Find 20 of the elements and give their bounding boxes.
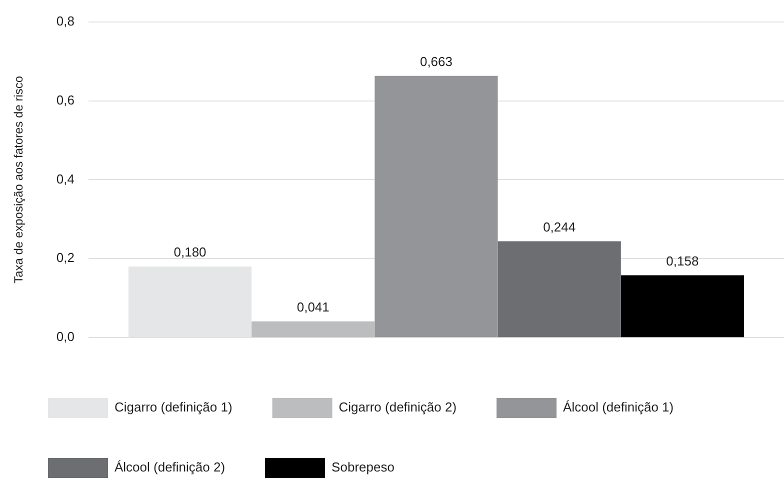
data-label: 0,180 [174,244,206,260]
data-label: 0,244 [543,219,576,234]
y-tick-label: 0,6 [56,92,74,108]
bar [620,275,744,338]
y-tick-label: 0,2 [56,250,74,266]
legend-label: Álcool (definição 1) [563,400,674,415]
legend-label: Cigarro (definição 2) [338,400,457,415]
y-tick-label: 0,4 [56,171,74,186]
bar [374,76,498,338]
data-label: 0,663 [420,54,453,69]
y-axis-title: Taxa de exposição aos fatores de risco [12,76,26,284]
legend-label: Cigarro (definição 1) [114,400,232,415]
data-label: 0,041 [296,299,330,314]
bar [498,241,621,338]
y-tick-label: 0,0 [56,329,74,344]
data-label: 0,158 [666,253,699,268]
legend-label: Sobrepeso [332,460,394,475]
bar [252,321,375,338]
y-tick-label: 0,8 [56,13,74,28]
legend-label: Álcool (definição 2) [114,460,226,475]
